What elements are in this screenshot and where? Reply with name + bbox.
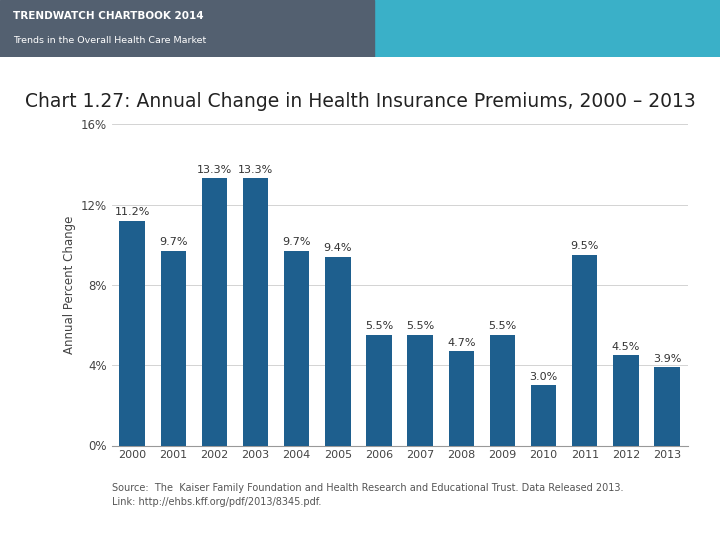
Bar xyxy=(654,367,680,446)
Bar xyxy=(120,221,145,446)
Text: 5.5%: 5.5% xyxy=(365,321,393,332)
Bar xyxy=(325,256,351,446)
Bar xyxy=(449,351,474,445)
Bar xyxy=(408,335,433,446)
Text: 5.5%: 5.5% xyxy=(406,321,434,332)
Y-axis label: Annual Percent Change: Annual Percent Change xyxy=(63,215,76,354)
Text: Chart 1.27: Annual Change in Health Insurance Premiums, 2000 – 2013: Chart 1.27: Annual Change in Health Insu… xyxy=(24,92,696,111)
Text: 4.5%: 4.5% xyxy=(612,341,640,352)
Bar xyxy=(613,355,639,445)
Text: 9.4%: 9.4% xyxy=(323,243,352,253)
Bar xyxy=(243,178,269,446)
Text: TRENDWATCH CHARTBOOK 2014: TRENDWATCH CHARTBOOK 2014 xyxy=(13,11,204,21)
Text: 13.3%: 13.3% xyxy=(238,165,273,175)
Text: 9.5%: 9.5% xyxy=(570,241,599,251)
Bar xyxy=(572,255,598,446)
Text: 4.7%: 4.7% xyxy=(447,338,476,348)
Bar xyxy=(161,251,186,446)
Text: 5.5%: 5.5% xyxy=(488,321,516,332)
Text: 13.3%: 13.3% xyxy=(197,165,232,175)
Bar xyxy=(284,251,310,446)
Text: 3.0%: 3.0% xyxy=(529,372,558,382)
Bar xyxy=(366,335,392,446)
Bar xyxy=(0,0,374,57)
Text: Source:  The  Kaiser Family Foundation and Health Research and Educational Trust: Source: The Kaiser Family Foundation and… xyxy=(112,483,623,507)
Bar xyxy=(531,385,557,446)
Text: 9.7%: 9.7% xyxy=(282,237,311,247)
Text: 11.2%: 11.2% xyxy=(114,207,150,217)
Text: Trends in the Overall Health Care Market: Trends in the Overall Health Care Market xyxy=(13,36,206,45)
Text: 9.7%: 9.7% xyxy=(159,237,188,247)
Bar xyxy=(490,335,516,446)
Bar xyxy=(202,178,228,446)
Text: 3.9%: 3.9% xyxy=(653,354,681,363)
Bar xyxy=(374,0,720,57)
